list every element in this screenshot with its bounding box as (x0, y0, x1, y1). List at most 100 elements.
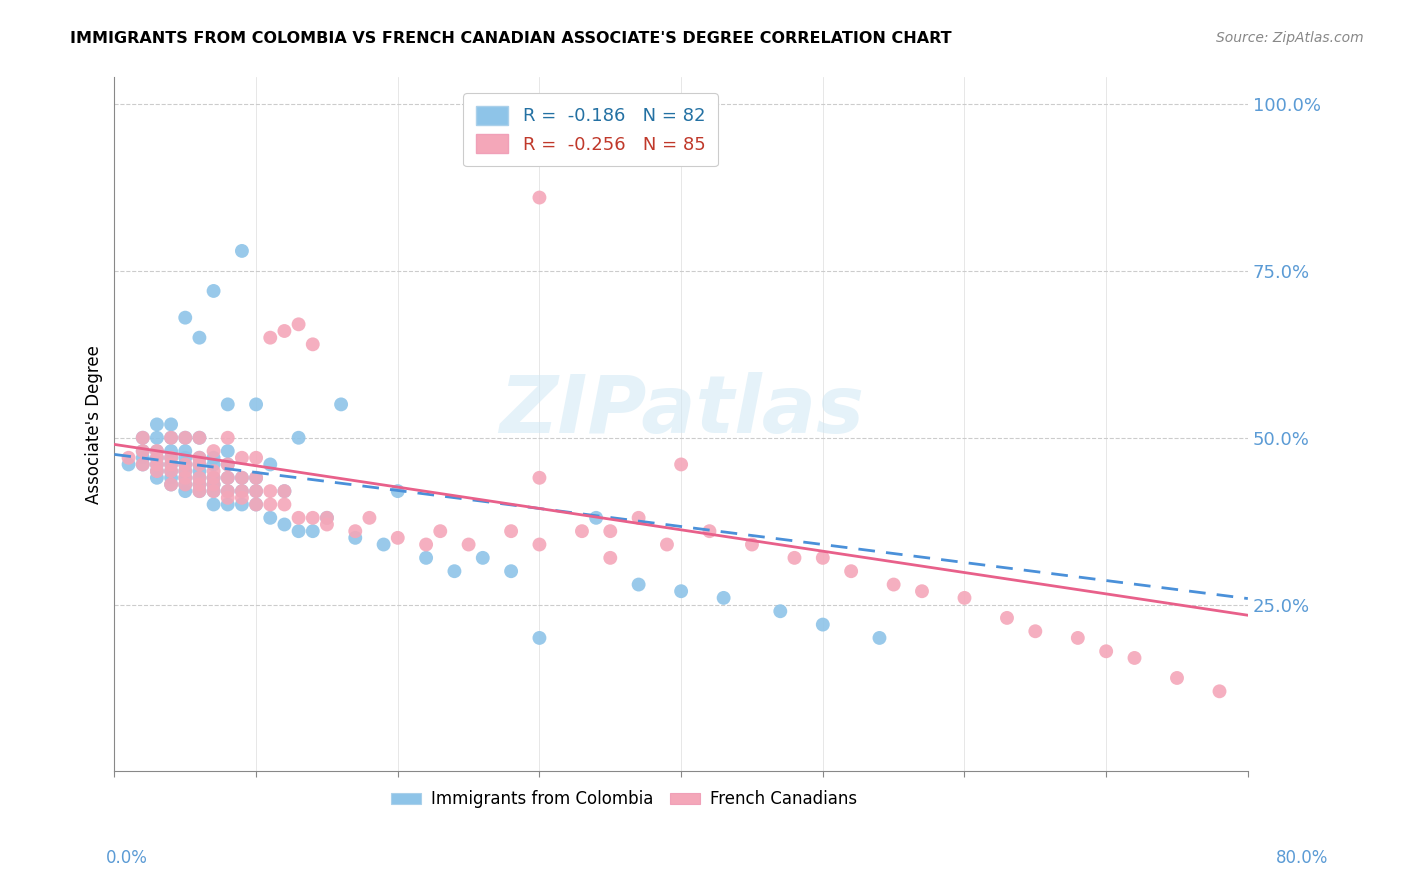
Point (713, 591, 735, 605)
Point (273, 498, 295, 512)
Point (669, 584, 692, 599)
Point (188, 331, 211, 345)
Point (174, 431, 197, 445)
Point (231, 498, 253, 512)
Point (1208, 684, 1230, 698)
Point (995, 611, 1018, 625)
Point (217, 458, 239, 472)
Point (202, 484, 225, 499)
Point (245, 484, 267, 499)
Point (911, 584, 934, 599)
Point (599, 524, 621, 538)
Point (217, 444, 239, 458)
Point (217, 484, 239, 499)
Point (627, 511, 650, 525)
Point (245, 498, 267, 512)
Point (174, 477, 197, 491)
Point (301, 524, 323, 538)
Text: IMMIGRANTS FROM COLOMBIA VS FRENCH CANADIAN ASSOCIATE'S DEGREE CORRELATION CHART: IMMIGRANTS FROM COLOMBIA VS FRENCH CANAD… (70, 31, 952, 46)
Point (132, 444, 155, 458)
Point (202, 477, 225, 491)
Point (202, 498, 225, 512)
Point (344, 531, 367, 545)
Point (188, 431, 211, 445)
Point (160, 431, 183, 445)
Point (387, 531, 409, 545)
Point (1166, 671, 1188, 685)
Point (146, 464, 169, 478)
Point (132, 458, 155, 472)
Legend: Immigrants from Colombia, French Canadians: Immigrants from Colombia, French Canadia… (385, 784, 865, 815)
Point (160, 431, 183, 445)
Point (287, 431, 309, 445)
Text: 0.0%: 0.0% (105, 849, 148, 867)
Point (160, 477, 183, 491)
Point (202, 450, 225, 465)
Point (953, 591, 976, 605)
Point (146, 431, 169, 445)
Point (1095, 644, 1118, 658)
Point (471, 550, 494, 565)
Point (188, 450, 211, 465)
Point (202, 458, 225, 472)
Point (231, 484, 253, 499)
Point (202, 284, 225, 298)
Point (146, 464, 169, 478)
Point (259, 498, 281, 512)
Point (132, 458, 155, 472)
Point (316, 517, 339, 532)
Point (259, 458, 281, 472)
Point (811, 550, 834, 565)
Point (273, 484, 295, 499)
Point (146, 417, 169, 432)
Point (146, 450, 169, 465)
Text: Source: ZipAtlas.com: Source: ZipAtlas.com (1216, 31, 1364, 45)
Point (245, 498, 267, 512)
Point (174, 450, 197, 465)
Point (174, 444, 197, 458)
Point (1024, 624, 1046, 639)
Point (699, 524, 721, 538)
Point (146, 458, 169, 472)
Point (132, 450, 155, 465)
Point (188, 471, 211, 485)
Point (259, 484, 281, 499)
Point (217, 484, 239, 499)
Point (373, 537, 395, 551)
Text: 80.0%: 80.0% (1277, 849, 1329, 867)
Point (741, 537, 763, 551)
Point (245, 471, 267, 485)
Point (429, 524, 451, 538)
Point (202, 464, 225, 478)
Text: ZIPatlas: ZIPatlas (499, 372, 863, 450)
Point (188, 431, 211, 445)
Point (529, 631, 551, 645)
Point (245, 450, 267, 465)
Point (883, 577, 905, 591)
Point (1123, 651, 1146, 665)
Point (316, 511, 339, 525)
Point (174, 471, 197, 485)
Point (457, 537, 479, 551)
Point (146, 450, 169, 465)
Point (174, 477, 197, 491)
Point (174, 464, 197, 478)
Point (174, 458, 197, 472)
Point (174, 310, 197, 325)
Point (387, 484, 409, 499)
Point (188, 477, 211, 491)
Point (287, 511, 309, 525)
Point (217, 471, 239, 485)
Point (174, 471, 197, 485)
Point (669, 458, 692, 472)
Point (273, 484, 295, 499)
Point (174, 464, 197, 478)
Point (202, 444, 225, 458)
Point (359, 511, 381, 525)
Point (202, 471, 225, 485)
Point (202, 477, 225, 491)
Point (769, 604, 792, 618)
Point (273, 517, 295, 532)
Point (160, 458, 183, 472)
Point (188, 458, 211, 472)
